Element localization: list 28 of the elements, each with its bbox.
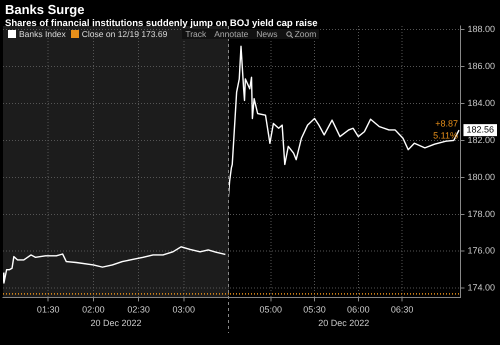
annotation: News xyxy=(256,29,278,39)
x-tick-label: 02:00 xyxy=(82,304,105,314)
y-tick-label: 174.00 xyxy=(467,282,496,293)
y-tick-label: 186.00 xyxy=(467,61,496,72)
y-tick-label: 176.00 xyxy=(467,246,496,256)
y-tick-label: 178.00 xyxy=(467,208,496,219)
chart-subtitle: Shares of financial institutions suddenly jump on BOJ yield cap raise xyxy=(5,18,318,29)
x-tick-label: 03:00 xyxy=(172,304,196,314)
x-tick-label: 05:30 xyxy=(303,304,326,314)
annotation: +8.87 xyxy=(435,118,458,129)
x-axis-title: 20 Dec 2022 xyxy=(318,318,370,328)
y-tick-label: 184.00 xyxy=(467,98,496,108)
annotation: 182.56 xyxy=(466,124,494,135)
annotation: Annotate xyxy=(214,29,248,39)
annotation: Zoom xyxy=(294,29,316,39)
x-tick-label: 06:00 xyxy=(347,304,370,314)
chart-title: Banks Surge xyxy=(5,2,84,17)
annotation: Track xyxy=(185,29,206,39)
y-tick-label: 180.00 xyxy=(467,172,496,182)
legend-label: Banks Index xyxy=(18,29,66,39)
x-tick-label: 01:30 xyxy=(36,304,60,314)
y-tick-label: 188.00 xyxy=(467,24,496,34)
x-tick-label: 02:30 xyxy=(127,304,150,314)
x-axis-title: 20 Dec 2022 xyxy=(90,318,142,328)
legend-label: Close on 12/19 173.69 xyxy=(80,29,168,39)
x-tick-label: 06:30 xyxy=(390,304,414,314)
y-tick-label: 182.00 xyxy=(467,134,496,145)
x-tick-label: 05:00 xyxy=(260,304,282,314)
